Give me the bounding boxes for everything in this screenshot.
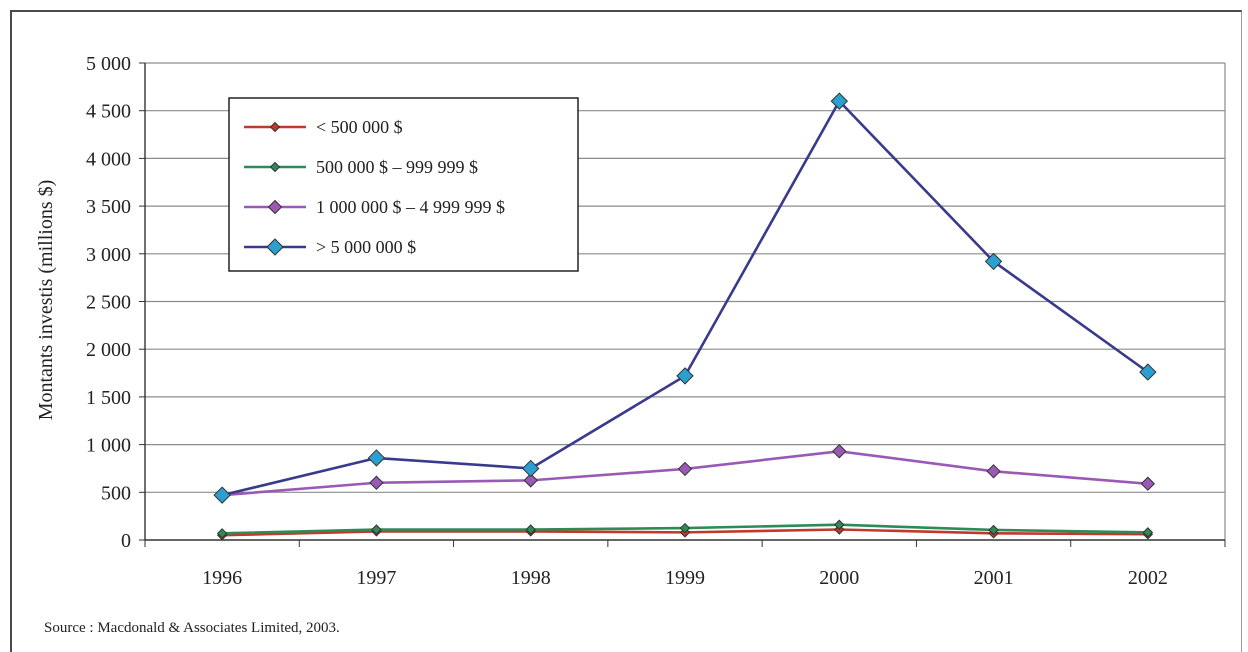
- data-point: [984, 252, 1003, 271]
- y-tick-label: 1 500: [86, 387, 131, 409]
- legend-marker: [266, 238, 284, 256]
- y-tick-label: 500: [101, 482, 131, 504]
- data-point: [1140, 476, 1156, 491]
- y-tick-label: 2 500: [86, 292, 131, 314]
- data-point: [677, 461, 693, 477]
- series-3: [214, 444, 1156, 503]
- gridlines: [145, 62, 1226, 540]
- data-point: [367, 449, 386, 467]
- x-tick-label: 1999: [665, 567, 705, 589]
- x-tick-label: 2002: [1128, 567, 1168, 589]
- y-tick-label: 2 000: [86, 339, 131, 361]
- series-group: [213, 92, 1157, 541]
- y-tick-label: 5 000: [86, 53, 131, 75]
- legend-item: < 500 000 $: [244, 117, 403, 137]
- y-tick-label: 4 000: [86, 148, 131, 170]
- legend: < 500 000 $ 500 000 $ – 999 999 $ 1 000 00…: [228, 97, 579, 272]
- legend-label: 500 000 $ – 999 999 $: [316, 157, 478, 177]
- data-point: [834, 519, 845, 530]
- series-2: [216, 519, 1154, 539]
- y-tick-label: 3 500: [86, 196, 131, 218]
- legend-item: 500 000 $ – 999 999 $: [244, 157, 478, 177]
- data-point: [986, 464, 1001, 479]
- axes: [139, 62, 1226, 547]
- legend-marker: [269, 161, 281, 173]
- legend-label: < 500 000 $: [316, 117, 403, 137]
- x-tick-label: 2001: [974, 567, 1014, 589]
- y-tick-labels: 0 500 1 000 1 500 2 000 2 500 3 000 3 500 4 000 4…: [86, 53, 131, 552]
- y-tick-label: 0: [121, 530, 131, 552]
- data-point: [832, 444, 847, 459]
- data-point: [216, 528, 228, 539]
- legend-label: > 5 000 000 $: [316, 237, 416, 257]
- data-point: [1142, 527, 1154, 538]
- x-tick-label: 1996: [202, 567, 242, 589]
- legend-item: 1 000 000 $ – 4 999 999 $: [244, 197, 505, 217]
- y-tick-label: 3 000: [86, 244, 131, 266]
- data-point: [522, 459, 540, 478]
- data-point: [523, 473, 538, 488]
- data-point: [371, 524, 382, 535]
- legend-marker: [269, 121, 281, 133]
- data-point: [676, 367, 694, 385]
- legend-item: > 5 000 000 $: [244, 237, 416, 257]
- chart-frame: [10, 10, 1242, 652]
- y-axis-title: Montants investis (millions $): [35, 180, 57, 421]
- series-4: [213, 92, 1157, 504]
- data-point: [830, 92, 848, 110]
- y-tick-label: 1 000: [86, 435, 131, 457]
- data-point: [525, 524, 536, 535]
- data-point: [679, 522, 691, 534]
- data-point: [213, 486, 231, 504]
- x-tick-label: 1997: [356, 567, 396, 589]
- x-tick-label: 1998: [511, 567, 551, 589]
- source-note: Source : Macdonald & Associates Limited,…: [44, 620, 340, 636]
- data-point: [1139, 363, 1157, 381]
- y-tick-label: 4 500: [86, 101, 131, 123]
- x-tick-label: 2000: [819, 567, 859, 589]
- legend-label: 1 000 000 $ – 4 999 999 $: [316, 197, 505, 217]
- legend-marker: [267, 199, 283, 215]
- data-point: [988, 524, 999, 536]
- data-point: [369, 475, 384, 490]
- x-tick-labels: 1996 1997 1998 1999 2000 2001 2002: [202, 567, 1168, 589]
